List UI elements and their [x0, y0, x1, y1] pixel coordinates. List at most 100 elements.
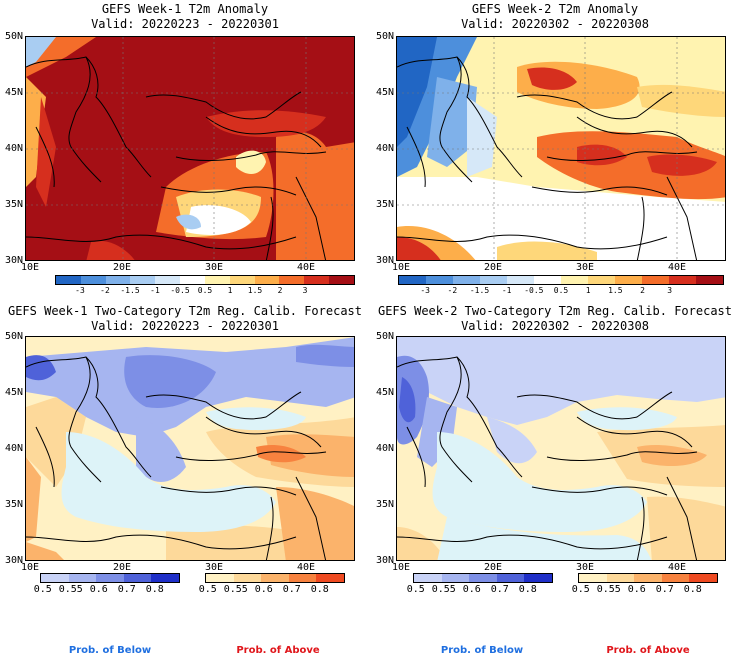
anomaly-colorbar-label: 3	[667, 286, 673, 295]
prob-above-swatch	[689, 574, 717, 582]
anomaly-colorbar-week2	[398, 275, 724, 285]
anomaly-colorbar-label: -2	[447, 286, 458, 295]
anomaly-colorbar-label: 2	[277, 286, 283, 295]
prob-below-swatch	[96, 574, 124, 582]
anomaly-swatch	[642, 276, 669, 284]
graticule	[397, 37, 725, 260]
prob-above-swatch	[206, 574, 234, 582]
prob-above-colorbar-label: 0.5	[198, 584, 217, 595]
panel2-lat-label: 35N	[375, 199, 394, 210]
anomaly-swatch	[279, 276, 305, 284]
anomaly-colorbar-label: -3	[420, 286, 430, 295]
anomaly-colorbar-label: -0.5	[524, 286, 544, 295]
prob-below-colorbar-label: 0.6	[462, 584, 481, 595]
prob-above-colorbar-week2	[578, 573, 718, 583]
prob-above-swatch	[288, 574, 317, 582]
panel4-lat-label: 50N	[375, 331, 394, 342]
anomaly-colorbar-label: 1.5	[608, 286, 623, 295]
prob-below-colorbar-label: 0.5	[406, 584, 425, 595]
anomaly-colorbar-label: 1	[585, 286, 591, 295]
prob-above-colorbar-label: 0.6	[254, 584, 273, 595]
panel2-lat-label: 40N	[375, 143, 394, 154]
anomaly-swatch	[56, 276, 81, 284]
panel4-title: GEFS Week-2 Two-Category T2m Reg. Calib.…	[377, 304, 732, 318]
prob-below-swatch	[41, 574, 69, 582]
prob-below-colorbar-label: 0.8	[518, 584, 537, 595]
anomaly-swatch	[426, 276, 453, 284]
panel3-title: GEFS Week-1 Two-Category T2m Reg. Calib.…	[7, 304, 362, 318]
anomaly-swatch	[105, 276, 131, 284]
coastline-lines	[397, 56, 698, 260]
panel2-lon-label: 10E	[391, 262, 411, 273]
anomaly-swatch	[696, 276, 723, 284]
panel1-title: GEFS Week-1 T2m Anomaly	[101, 2, 269, 16]
panel3-lon-label: 30E	[204, 562, 224, 573]
panel2-title: GEFS Week-2 T2m Anomaly	[471, 2, 639, 16]
anomaly-swatch	[480, 276, 507, 284]
panel2-lat-label: 30N	[375, 255, 394, 266]
prob-below-colorbar-label: 0.55	[58, 584, 83, 595]
prob-below-colorbar-label: 0.55	[431, 584, 456, 595]
panel1-valid: Valid: 20220223 - 20220301	[91, 17, 279, 31]
panel3-lat-label: 45N	[4, 387, 23, 398]
panel2-lon-label: 30E	[575, 262, 595, 273]
prob-below-colorbar-label: 0.5	[33, 584, 52, 595]
prob-above-label-week1: Prob. of Above	[236, 645, 320, 656]
anomaly-swatch	[254, 276, 280, 284]
anomaly-swatch	[304, 276, 330, 284]
prob-below-swatch	[469, 574, 497, 582]
panel4-lon-label: 40E	[667, 562, 687, 573]
anomaly-swatch	[155, 276, 181, 284]
anomaly-colorbar-label: -1.5	[120, 286, 140, 295]
anomaly-swatch	[80, 276, 106, 284]
anomaly-colorbar-label: 1.5	[247, 286, 263, 295]
prob-above-label-week2: Prob. of Above	[606, 645, 690, 656]
coastline-lines	[26, 56, 327, 260]
coastline-lines	[397, 356, 698, 560]
panel4-map	[396, 336, 726, 561]
anomaly-swatch	[329, 276, 354, 284]
prob-below-colorbar-label: 0.7	[490, 584, 509, 595]
panel1-lon-label: 30E	[204, 262, 224, 273]
anomaly-swatch	[180, 276, 205, 284]
prob-below-colorbar-label: 0.7	[117, 584, 136, 595]
anomaly-swatch	[229, 276, 255, 284]
prob-below-label-week1: Prob. of Below	[68, 645, 152, 656]
prob-above-swatch	[579, 574, 607, 582]
panel4-lat-label: 40N	[375, 443, 394, 454]
graticule	[26, 37, 354, 260]
panel4-lon-label: 20E	[483, 562, 503, 573]
panel4-lat-label: 45N	[375, 387, 394, 398]
prob-below-colorbar-week2	[413, 573, 553, 583]
prob-above-swatch	[661, 574, 690, 582]
prob-above-colorbar-label: 0.55	[596, 584, 621, 595]
panel2-map	[396, 36, 726, 261]
panel4-lon-label: 10E	[391, 562, 411, 573]
anomaly-colorbar-label: -3	[75, 286, 85, 295]
anomaly-swatch	[615, 276, 642, 284]
panel3-lon-label: 10E	[20, 562, 40, 573]
prob-above-swatch	[634, 574, 662, 582]
panel1-lat-label: 30N	[4, 255, 23, 266]
panel4-valid: Valid: 20220302 - 20220308	[461, 319, 649, 333]
anomaly-swatch	[561, 276, 588, 284]
panel3-lat-label: 50N	[4, 331, 23, 342]
panel3-lat-label: 30N	[4, 555, 23, 566]
prob-above-colorbar-label: 0.7	[282, 584, 301, 595]
prob-below-swatch	[68, 574, 97, 582]
panel1-lon-label: 10E	[20, 262, 40, 273]
panel3-lat-label: 35N	[4, 499, 23, 510]
panel4-lat-label: 30N	[375, 555, 394, 566]
anomaly-colorbar-label: 1	[227, 286, 233, 295]
panel4-lat-label: 35N	[375, 499, 394, 510]
panel3-valid: Valid: 20220223 - 20220301	[91, 319, 279, 333]
panel2-lat-label: 45N	[375, 87, 394, 98]
panel1-lon-label: 20E	[112, 262, 132, 273]
prob-below-swatch	[123, 574, 152, 582]
prob-above-colorbar-week1	[205, 573, 345, 583]
panel3-lat-label: 40N	[4, 443, 23, 454]
anomaly-colorbar-label: -1	[501, 286, 512, 295]
prob-above-swatch	[606, 574, 635, 582]
prob-above-colorbar-label: 0.8	[683, 584, 702, 595]
coastline-lines	[26, 356, 327, 560]
